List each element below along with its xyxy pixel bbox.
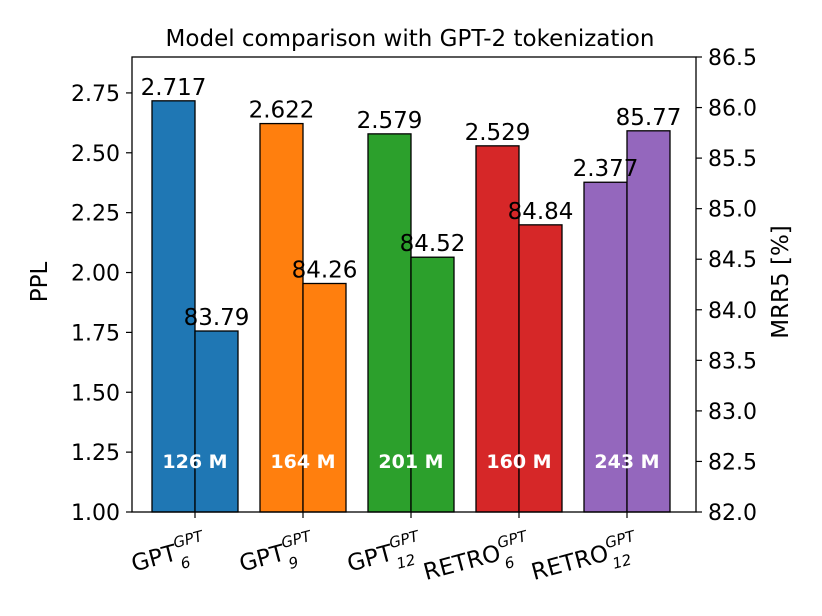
x-tick-label-0: GPTGPT6​ [127, 526, 212, 585]
y-tick-label-right-9: 86.5 [708, 46, 757, 71]
data-label-mrr5-0: 83.79 [184, 305, 250, 331]
data-label-mrr5-3: 84.84 [508, 199, 574, 225]
y-tick-label-left-7: 2.75 [71, 82, 120, 107]
data-label-mrr5-4: 85.77 [616, 105, 682, 131]
data-label-mrr5-2: 84.52 [400, 231, 466, 257]
bar-ppl-0 [151, 100, 196, 513]
data-label-ppl-4: 2.377 [573, 156, 639, 182]
param-label-0: 126 M [162, 451, 227, 473]
x-tick-label-3: RETROGPT6​ [419, 526, 536, 593]
y-tick-label-left-1: 1.25 [71, 441, 120, 466]
bar-ppl-1 [259, 122, 304, 513]
y-tick-label-right-6: 85.0 [708, 198, 757, 223]
x-tick-label-4: RETROGPT12​ [527, 526, 644, 593]
param-label-3: 160 M [486, 451, 551, 473]
y-tick-label-right-8: 86.0 [708, 97, 757, 122]
y-tick-label-right-2: 83.0 [708, 400, 757, 425]
y-tick-label-right-0: 82.0 [708, 501, 757, 526]
y-tick-label-right-3: 83.5 [708, 349, 757, 374]
data-label-mrr5-1: 84.26 [292, 257, 358, 283]
y-tick-label-left-5: 2.25 [71, 202, 120, 227]
y-tick-label-left-0: 1.00 [71, 501, 120, 526]
y-tick-label-right-5: 84.5 [708, 248, 757, 273]
param-label-2: 201 M [378, 451, 443, 473]
bar-mrr5-4 [626, 130, 671, 513]
y-tick-label-left-3: 1.75 [71, 321, 120, 346]
plot-frame [131, 56, 697, 513]
labels-layer: 2.717 83.79 126 M 2.622 84.26 164 M 2.579 84.52… [141, 75, 682, 473]
param-label-4: 243 M [594, 451, 659, 473]
y-axis-label-right: MRR5 [%] [768, 225, 794, 339]
y-tick-label-left-6: 2.50 [71, 142, 120, 167]
bar-mrr5-1 [302, 282, 347, 513]
data-label-ppl-2: 2.579 [357, 108, 423, 134]
y-tick-label-left-4: 2.00 [71, 262, 120, 287]
bar-mrr5-2 [410, 256, 455, 513]
data-label-ppl-3: 2.529 [465, 120, 531, 146]
y-tick-label-right-7: 85.5 [708, 147, 757, 172]
y-tick-label-right-4: 84.0 [708, 299, 757, 324]
bar-mrr5-0 [194, 330, 239, 513]
param-label-1: 164 M [270, 451, 335, 473]
bars-layer [151, 100, 671, 513]
y-axis-label-left: PPL [27, 262, 53, 303]
data-label-ppl-1: 2.622 [249, 98, 315, 124]
y-tick-label-left-2: 1.50 [71, 381, 120, 406]
x-tick-label-1: GPTGPT9​ [235, 526, 320, 585]
bar-mrr5-3 [518, 224, 563, 513]
data-label-ppl-0: 2.717 [141, 75, 207, 101]
x-tick-label-2: GPTGPT12​ [343, 526, 428, 585]
y-tick-label-right-1: 82.5 [708, 450, 757, 475]
chart-title: Model comparison with GPT-2 tokenization [166, 26, 655, 52]
